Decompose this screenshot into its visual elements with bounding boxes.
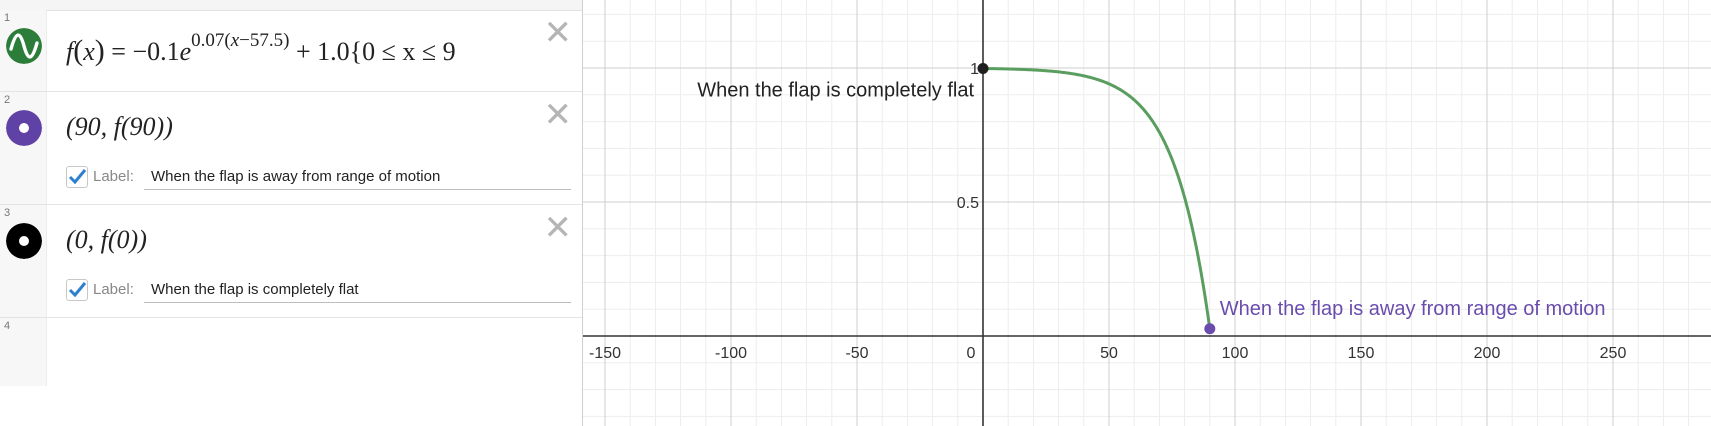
label-caption: Label:: [93, 281, 134, 298]
expression-number: 4: [4, 320, 11, 332]
label-row: Label:: [66, 164, 571, 190]
graph-wave-icon[interactable]: [6, 28, 42, 64]
expression-number: 1: [4, 12, 11, 24]
point-expression[interactable]: (90, f(90)): [66, 112, 173, 141]
check-icon: [68, 282, 87, 298]
label-text-input[interactable]: [144, 164, 571, 190]
point-icon[interactable]: [6, 110, 42, 146]
expression-row-4[interactable]: 4: [0, 318, 582, 426]
check-icon: [68, 169, 87, 185]
expression-formula-tail: + 1.0{0 ≤ x ≤ 9: [295, 37, 456, 66]
function-curve[interactable]: [982, 66, 1212, 329]
point-flat[interactable]: [977, 62, 989, 74]
expression-number: 3: [4, 207, 11, 219]
point-label-away: When the flap is away from range of moti…: [1220, 298, 1606, 320]
x-tick-label: 100: [1222, 345, 1249, 362]
point-icon[interactable]: [6, 223, 42, 259]
expression-row-2[interactable]: 2 (90, f(90)) ✕ Label:: [0, 92, 582, 205]
y-tick-label: 0.5: [957, 195, 979, 212]
x-tick-label: -100: [715, 345, 747, 362]
expression-gutter: 1: [0, 10, 47, 91]
expression-row-3[interactable]: 3 (0, f(0)) ✕ Label:: [0, 205, 582, 318]
x-tick-label: 250: [1600, 345, 1627, 362]
expression-number: 2: [4, 94, 11, 106]
x-tick-label: 50: [1100, 345, 1118, 362]
label-caption: Label:: [93, 168, 134, 185]
x-tick-label: 0: [967, 345, 976, 362]
y-tick-label: 1: [970, 61, 979, 78]
expression-gutter: 4: [0, 318, 47, 386]
x-tick-label: -150: [589, 345, 621, 362]
x-tick-label: -50: [845, 345, 868, 362]
delete-expression-1-button[interactable]: ✕: [543, 14, 573, 52]
point-label-flat: When the flap is completely flat: [697, 79, 974, 101]
expression-formula[interactable]: f(x) = −0.1e0.07(x−57.5) + 1.0{0 ≤ x ≤ 9: [66, 30, 456, 67]
label-text-input[interactable]: [144, 277, 571, 303]
panel-top-bar: [0, 0, 582, 11]
expression-gutter: 3: [0, 205, 47, 317]
show-label-checkbox[interactable]: [66, 166, 88, 188]
delete-expression-2-button[interactable]: ✕: [543, 96, 573, 134]
expression-list: 1 f(x) = −0.1e0.07(x−57.5) + 1.0{0 ≤ x ≤…: [0, 0, 583, 426]
label-row: Label:: [66, 277, 571, 303]
point-expression[interactable]: (0, f(0)): [66, 225, 147, 254]
expression-gutter: 2: [0, 92, 47, 204]
show-label-checkbox[interactable]: [66, 279, 88, 301]
point-away[interactable]: [1204, 323, 1216, 335]
x-tick-label: 150: [1348, 345, 1375, 362]
expression-row-1[interactable]: 1 f(x) = −0.1e0.07(x−57.5) + 1.0{0 ≤ x ≤…: [0, 10, 582, 92]
delete-expression-3-button[interactable]: ✕: [543, 209, 573, 247]
x-tick-label: 200: [1474, 345, 1501, 362]
